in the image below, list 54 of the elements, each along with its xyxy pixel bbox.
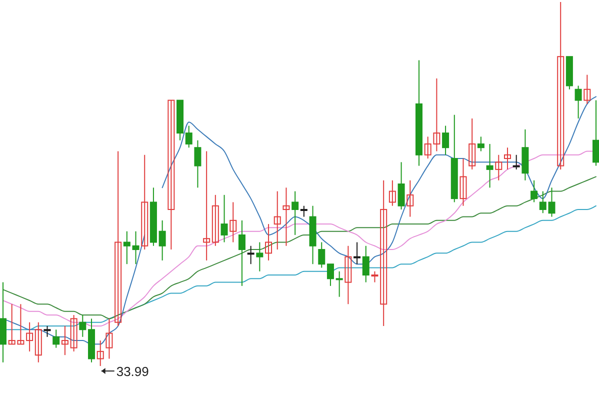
candlestick xyxy=(468,118,476,170)
candlestick xyxy=(282,187,290,246)
annotation: 33.99 xyxy=(116,364,149,379)
candlestick xyxy=(123,230,130,265)
candlestick xyxy=(256,242,264,272)
candlestick xyxy=(141,154,148,250)
candlestick xyxy=(212,194,219,246)
candlestick xyxy=(114,150,122,326)
candlestick xyxy=(574,85,582,119)
candlestick xyxy=(477,136,484,152)
candlestick xyxy=(344,245,352,305)
candlestick xyxy=(44,325,51,338)
candlestick xyxy=(220,194,228,243)
candlestick xyxy=(61,325,68,356)
candlestick xyxy=(203,150,210,261)
candlestick xyxy=(398,162,405,210)
candlestick xyxy=(96,340,104,366)
candlestick xyxy=(168,100,175,250)
candlestick xyxy=(326,264,334,286)
candlestick xyxy=(442,125,450,156)
candlestick xyxy=(158,220,166,261)
candlestick xyxy=(274,190,281,250)
candlestick xyxy=(504,147,511,170)
candlestick xyxy=(592,100,599,166)
candlestick xyxy=(512,154,520,170)
candlestick xyxy=(26,322,34,352)
candlestick xyxy=(292,190,299,236)
candlestick xyxy=(52,329,60,348)
candlestick xyxy=(247,245,254,265)
candlestick xyxy=(34,322,42,363)
candlestick xyxy=(265,224,272,261)
candlestick xyxy=(336,270,343,298)
candlestick xyxy=(530,180,538,203)
candlestick xyxy=(106,318,113,360)
candlestick xyxy=(362,245,370,283)
candlestick xyxy=(230,202,237,243)
candlestick xyxy=(584,74,591,104)
candlestick xyxy=(318,242,326,268)
candlestick xyxy=(380,180,388,326)
candlestick xyxy=(460,158,467,206)
candlestick xyxy=(79,314,86,338)
candlestick xyxy=(486,143,494,188)
candlestick xyxy=(406,180,414,218)
candlestick xyxy=(185,125,192,148)
candlestick xyxy=(495,154,502,181)
candlestick xyxy=(388,180,396,206)
candlestick xyxy=(354,242,361,265)
candlestick xyxy=(557,2,564,170)
candlestick xyxy=(132,230,140,265)
candlestick xyxy=(194,140,202,188)
candlestick xyxy=(70,314,78,352)
candlestick xyxy=(300,205,308,218)
candlestick xyxy=(238,220,246,286)
candlestick xyxy=(371,270,378,283)
